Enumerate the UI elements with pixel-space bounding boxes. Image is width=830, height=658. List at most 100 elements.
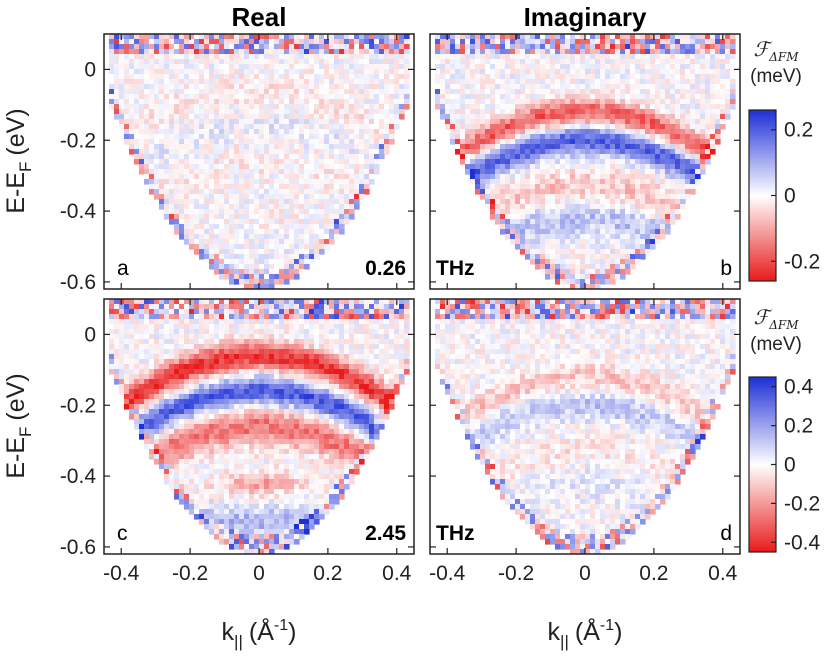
heatmap-cell [710, 104, 716, 110]
heatmap-cell [184, 299, 190, 305]
heatmap-cell [555, 144, 561, 150]
heatmap-cell [650, 184, 656, 190]
heatmap-cell [259, 259, 265, 265]
heatmap-cell [314, 109, 320, 115]
heatmap-cell [299, 34, 305, 40]
heatmap-cell [605, 99, 611, 105]
heatmap-cell [530, 184, 536, 190]
heatmap-cell [630, 249, 636, 255]
heatmap-cell [540, 64, 546, 70]
heatmap-cell [364, 104, 370, 110]
heatmap-cell [239, 49, 245, 55]
heatmap-cell [625, 204, 631, 210]
heatmap-cell [580, 204, 586, 210]
heatmap-cell [700, 109, 706, 115]
heatmap-cell [720, 109, 726, 115]
heatmap-cell [194, 234, 200, 240]
heatmap-cell [244, 119, 250, 125]
heatmap-cell [309, 159, 315, 165]
heatmap-cell [665, 169, 671, 175]
heatmap-cell [304, 124, 310, 130]
heatmap-cell [154, 149, 160, 155]
heatmap-cell [615, 39, 621, 45]
heatmap-cell [314, 34, 320, 40]
heatmap-cell [625, 54, 631, 60]
heatmap-cell [545, 89, 551, 95]
heatmap-cell [590, 274, 596, 280]
heatmap-cell [389, 104, 395, 110]
heatmap-cell [460, 109, 466, 115]
heatmap-cell [394, 39, 400, 45]
heatmap-cell [224, 159, 230, 165]
heatmap-cell [570, 159, 576, 165]
heatmap-cell [129, 124, 135, 130]
heatmap-cell [199, 89, 205, 95]
heatmap-cell [339, 184, 345, 190]
heatmap-cell [194, 49, 200, 55]
heatmap-cell [520, 129, 526, 135]
heatmap-cell [560, 224, 566, 230]
heatmap-cell [174, 79, 180, 85]
heatmap-cell [309, 139, 315, 145]
heatmap-cell [124, 94, 130, 100]
heatmap-cell [520, 209, 526, 215]
heatmap-cell [249, 159, 255, 165]
heatmap-cell [585, 234, 591, 240]
heatmap-cell [199, 144, 205, 150]
heatmap-cell [199, 79, 205, 85]
heatmap-cell [309, 304, 315, 310]
heatmap-cell [590, 134, 596, 140]
heatmap-cell [655, 49, 661, 55]
heatmap-cell [369, 134, 375, 140]
heatmap-cell [244, 259, 250, 265]
heatmap-cell [500, 69, 506, 75]
heatmap-cell [615, 99, 621, 105]
heatmap-cell [259, 214, 265, 220]
heatmap-cell [389, 39, 395, 45]
heatmap-cell [490, 99, 496, 105]
heatmap-cell [289, 49, 295, 55]
heatmap-cell [374, 304, 380, 310]
heatmap-cell [149, 189, 155, 195]
heatmap-cell [650, 229, 656, 235]
heatmap-cell [259, 194, 265, 200]
heatmap-cell [234, 154, 240, 160]
heatmap-cell [314, 94, 320, 100]
heatmap-cell [274, 244, 280, 250]
heatmap-cell [685, 114, 691, 120]
heatmap-cell [585, 279, 591, 285]
heatmap-cell [169, 94, 175, 100]
heatmap-cell [324, 74, 330, 80]
heatmap-cell [184, 124, 190, 130]
heatmap-cell [605, 74, 611, 80]
heatmap-cell [630, 59, 636, 65]
heatmap-cell [475, 134, 481, 140]
heatmap-cell [259, 129, 265, 135]
heatmap-cell [525, 249, 531, 255]
heatmap-cell [570, 79, 576, 85]
heatmap-cell [229, 79, 235, 85]
heatmap-cell [139, 64, 145, 70]
heatmap-cell [580, 209, 586, 215]
heatmap-cell [174, 134, 180, 140]
heatmap-cell [480, 104, 486, 110]
heatmap-cell [284, 259, 290, 265]
heatmap-cell [465, 69, 471, 75]
heatmap-cell [354, 34, 360, 40]
heatmap-cell [184, 199, 190, 205]
heatmap-cell [695, 144, 701, 150]
heatmap-cell [319, 314, 325, 320]
heatmap-cell [299, 269, 305, 275]
heatmap-cell [219, 164, 225, 170]
heatmap-cell [224, 119, 230, 125]
heatmap-cell [465, 104, 471, 110]
heatmap-cell [149, 309, 155, 315]
heatmap-cell [665, 189, 671, 195]
heatmap-cell [460, 134, 466, 140]
heatmap-cell [600, 279, 606, 285]
heatmap-cell [545, 224, 551, 230]
heatmap-cell [179, 174, 185, 180]
heatmap-cell [465, 154, 471, 160]
heatmap-cell [264, 94, 270, 100]
heatmap-cell [530, 164, 536, 170]
